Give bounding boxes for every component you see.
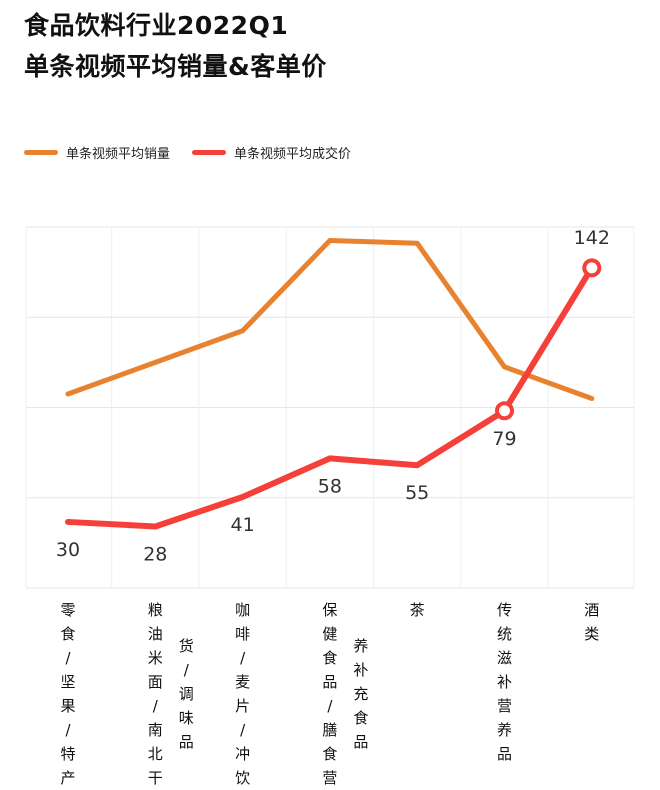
- x-tick-char: 传: [496, 601, 512, 619]
- x-tick-char: 麦: [235, 673, 251, 691]
- legend-label-price: 单条视频平均成交价: [234, 147, 352, 162]
- x-tick-label: 养补充食品: [352, 634, 370, 754]
- data-label: 55: [405, 482, 429, 504]
- data-point-marker: [495, 401, 514, 421]
- x-tick-char: 酒: [584, 601, 600, 619]
- x-tick-char: /: [65, 721, 71, 739]
- x-tick-char: 零: [60, 601, 76, 619]
- x-tick-label: 茶: [408, 598, 426, 622]
- x-tick-char: 食: [322, 745, 338, 763]
- data-label: 30: [56, 539, 80, 561]
- data-point-marker: [582, 258, 602, 278]
- x-tick-char: 养: [353, 637, 369, 655]
- x-tick-label: 传统滋补营养品: [496, 598, 514, 766]
- x-tick-label: 粮油米面 / 南北干: [146, 598, 164, 790]
- x-tick-char: 冲: [235, 745, 251, 763]
- data-label: 58: [318, 475, 342, 497]
- x-tick-label: 酒类: [583, 598, 601, 646]
- x-tick-char: 饮: [235, 769, 251, 787]
- x-tick-char: 补: [496, 673, 512, 691]
- chart-legend: 单条视频平均销量 单条视频平均成交价: [24, 143, 373, 162]
- x-tick-char: 干: [147, 769, 163, 787]
- series-line-sales: [65, 238, 595, 401]
- x-tick-char: 品: [178, 733, 194, 751]
- legend-swatch-price: [192, 150, 227, 155]
- x-tick-char: 食: [60, 625, 76, 643]
- data-label: 28: [143, 543, 167, 565]
- legend-item-price: 单条视频平均成交价: [192, 143, 351, 162]
- x-tick-char: 南: [147, 721, 163, 739]
- x-tick-char: 特: [60, 745, 76, 763]
- x-tick-char: 北: [147, 745, 163, 763]
- x-tick-char: 味: [178, 709, 194, 727]
- x-tick-char: 品: [322, 673, 338, 691]
- x-tick-char: /: [240, 649, 246, 667]
- x-tick-char: 保: [322, 601, 338, 619]
- legend-label-sales: 单条视频平均销量: [66, 147, 171, 162]
- x-tick-char: 调: [178, 685, 194, 703]
- x-tick-char: 片: [235, 697, 251, 715]
- x-tick-char: 面: [147, 673, 163, 691]
- data-label: 41: [231, 514, 255, 536]
- data-label: 79: [492, 428, 516, 450]
- x-tick-char: 咖: [235, 601, 251, 619]
- x-tick-char: 滋: [496, 649, 512, 667]
- x-tick-char: /: [327, 697, 333, 715]
- x-tick-char: 产: [60, 769, 76, 787]
- x-tick-char: 健: [322, 625, 338, 643]
- chart-title-line2: 单条视频平均销量&客单价: [24, 52, 327, 81]
- x-tick-char: 统: [496, 625, 512, 643]
- x-tick-char: 啡: [235, 625, 251, 643]
- data-label: 142: [574, 227, 610, 249]
- x-tick-char: 品: [496, 745, 512, 763]
- x-tick-char: 食: [353, 709, 369, 727]
- x-tick-char: 膳: [322, 721, 338, 739]
- x-tick-char: 充: [353, 685, 369, 703]
- x-tick-char: 食: [322, 649, 338, 667]
- x-tick-char: /: [183, 661, 189, 679]
- chart-title-line1: 食品饮料行业2022Q1: [24, 11, 289, 40]
- x-tick-char: 营: [496, 697, 512, 715]
- x-tick-label: 保健食品 / 膳食营: [321, 598, 339, 790]
- x-tick-label: 货 / 调味品: [177, 634, 195, 754]
- x-tick-char: 营: [322, 769, 338, 787]
- legend-swatch-sales: [24, 150, 58, 155]
- x-tick-char: 养: [496, 721, 512, 739]
- x-tick-char: 粮: [147, 601, 163, 619]
- x-tick-char: 补: [353, 661, 369, 679]
- x-tick-char: 茶: [409, 601, 425, 619]
- x-tick-char: 坚: [60, 673, 76, 691]
- x-tick-char: /: [152, 697, 158, 715]
- x-tick-char: 类: [584, 625, 600, 643]
- x-tick-char: 品: [353, 733, 369, 751]
- legend-item-sales: 单条视频平均销量: [24, 143, 170, 162]
- x-tick-char: 米: [147, 649, 163, 667]
- x-tick-char: /: [240, 721, 246, 739]
- x-tick-char: 货: [178, 637, 194, 655]
- x-tick-label: 咖啡 / 麦片 / 冲饮: [234, 598, 252, 790]
- x-tick-char: 油: [147, 625, 163, 643]
- x-tick-char: /: [65, 649, 71, 667]
- x-tick-label: 零食 / 坚果 / 特产: [59, 598, 77, 790]
- x-tick-char: 果: [60, 697, 76, 715]
